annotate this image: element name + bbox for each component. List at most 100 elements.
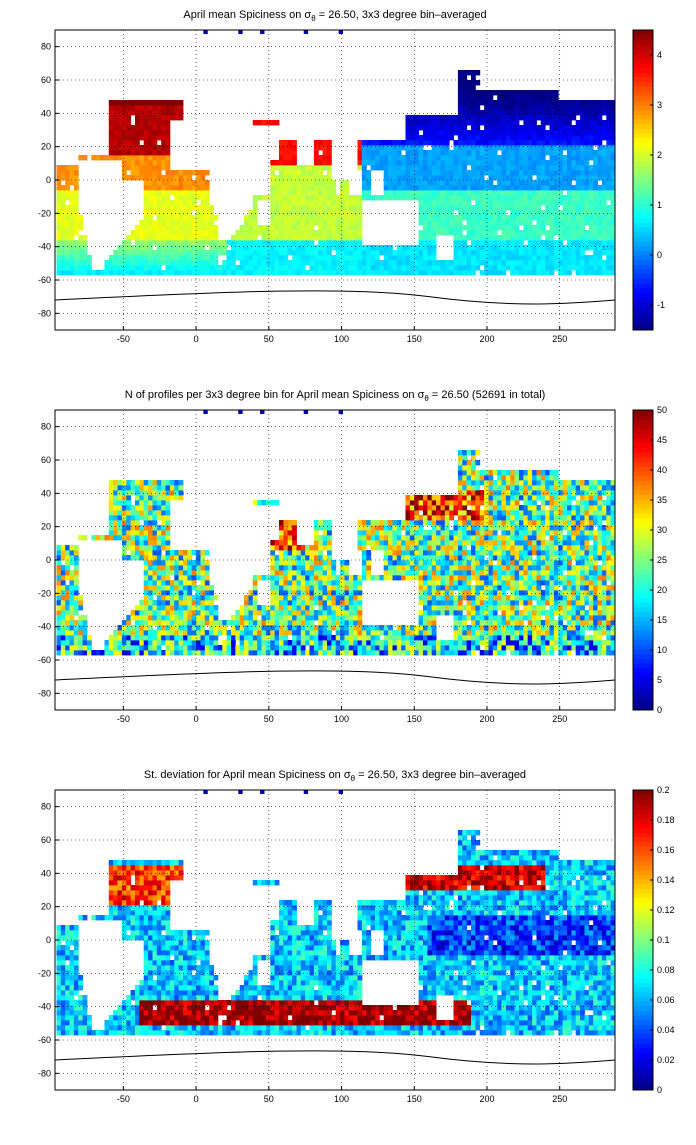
heatmap-cell [554,245,559,250]
heatmap-cell [423,270,428,275]
heatmap-cell [427,505,432,510]
heatmap-cell [231,635,236,640]
heatmap-cell [266,195,271,200]
heatmap-cell [318,565,323,570]
heatmap-cell [201,550,206,555]
heatmap-cell [445,580,450,585]
heatmap-cell [318,245,323,250]
heatmap-cell [532,150,537,155]
heatmap-cell [567,260,572,265]
heatmap-cell [397,165,402,170]
heatmap-cell [606,175,611,180]
heatmap-cell [585,140,590,145]
heatmap-cell [462,200,467,205]
heatmap-cell [266,630,271,635]
heatmap-cell [179,100,184,105]
heatmap-cell [209,600,214,605]
heatmap-cell [410,635,415,640]
heatmap-cell [288,535,293,540]
heatmap-cell [598,245,603,250]
heatmap-cell [606,235,611,240]
heatmap-cell [65,550,70,555]
heatmap-cell [109,120,114,125]
heatmap-cell [567,245,572,250]
heatmap-cell [153,580,158,585]
heatmap-cell [397,525,402,530]
heatmap-cell [497,130,502,135]
heatmap-cell [126,535,131,540]
heatmap-cell [283,605,288,610]
heatmap-cell [305,580,310,585]
heatmap-cell [192,550,197,555]
heatmap-cell [554,260,559,265]
heatmap-cell [57,225,62,230]
heatmap-cell [135,175,140,180]
heatmap-cell [340,180,345,185]
heatmap-cell [445,145,450,150]
heatmap-cell [353,585,358,590]
heatmap-cell [528,255,533,260]
heatmap-cell [122,515,127,520]
heatmap-cell [283,175,288,180]
heatmap-cell [585,170,590,175]
heatmap-cell [192,610,197,615]
heatmap-cell [593,190,598,195]
heatmap-cell [310,650,315,655]
heatmap-cell [139,615,144,620]
heatmap-cell [109,255,114,260]
heatmap-cell [266,245,271,250]
heatmap-cell [214,230,219,235]
heatmap-cell [423,240,428,245]
heatmap-cell [283,150,288,155]
heatmap-cell [497,120,502,125]
heatmap-cell [388,570,393,575]
heatmap-cell [135,485,140,490]
heatmap-cell [253,595,258,600]
heatmap-cell [349,195,354,200]
heatmap-cell [288,650,293,655]
heatmap-cell [358,525,363,530]
heatmap-cell [297,625,302,630]
heatmap-cell [480,160,485,165]
heatmap-cell [166,230,171,235]
heatmap-cell [371,160,376,165]
heatmap-cell [323,650,328,655]
heatmap-cell [327,575,332,580]
heatmap-cell [423,225,428,230]
heatmap-cell [480,270,485,275]
heatmap-cell [292,620,297,625]
heatmap-cell [523,115,528,120]
heatmap-cell [318,635,323,640]
heatmap-cell [297,175,302,180]
heatmap-cell [410,255,415,260]
heatmap-cell [563,205,568,210]
heatmap-cell [598,165,603,170]
heatmap-cell [139,495,144,500]
heatmap-cell [585,195,590,200]
heatmap-cell [427,270,432,275]
heatmap-cell [288,520,293,525]
heatmap-cell [423,245,428,250]
heatmap-cell [297,255,302,260]
heatmap-cell [458,75,463,80]
heatmap-cell [157,625,162,630]
heatmap-cell [362,195,367,200]
heatmap-cell [532,260,537,265]
heatmap-cell [205,200,210,205]
heatmap-cell [489,205,494,210]
heatmap-cell [305,245,310,250]
heatmap-cell [331,610,336,615]
heatmap-cell [201,225,206,230]
heatmap-cell [78,265,83,270]
heatmap-cell [353,625,358,630]
heatmap-cell [349,615,354,620]
heatmap-cell [406,265,411,270]
heatmap-cell [353,240,358,245]
heatmap-cell [174,610,179,615]
heatmap-cell [126,160,131,165]
heatmap-cell [249,270,254,275]
heatmap-cell [170,230,175,235]
heatmap-cell [475,210,480,215]
heatmap-cell [528,225,533,230]
heatmap-cell [606,240,611,245]
